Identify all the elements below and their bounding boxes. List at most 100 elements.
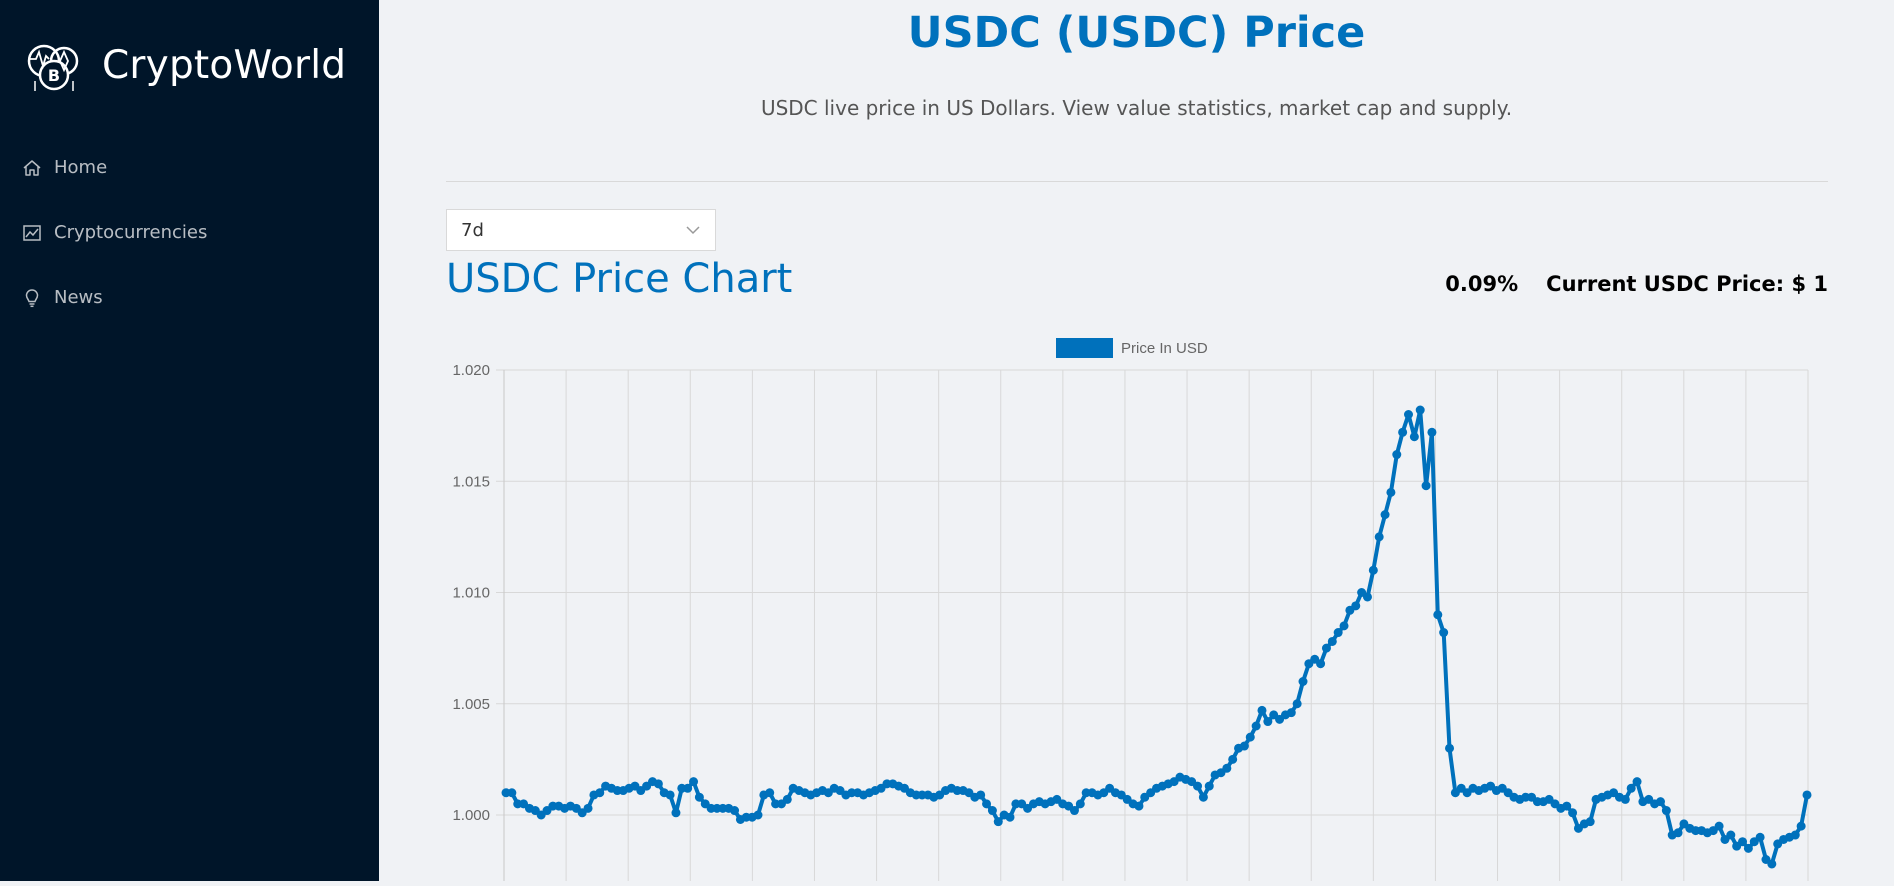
data-point: [683, 783, 693, 793]
data-point: [1626, 783, 1636, 793]
data-point: [1069, 806, 1079, 816]
time-period-value: 7d: [461, 219, 484, 241]
data-point: [1439, 628, 1449, 638]
data-point: [765, 788, 775, 798]
data-point: [1351, 601, 1361, 611]
sidebar: B CryptoWorld Home Cryptocurrencies: [0, 0, 379, 881]
data-point: [1655, 797, 1665, 807]
data-point: [583, 803, 593, 813]
brand-name: CryptoWorld: [102, 42, 347, 88]
sidebar-item-label: Cryptocurrencies: [54, 222, 208, 243]
price-change: 0.09%: [1445, 272, 1519, 296]
y-tick-label: 1.000: [452, 807, 490, 824]
data-point: [1222, 763, 1232, 773]
data-point: [987, 806, 997, 816]
time-period-select[interactable]: 7d: [446, 209, 716, 251]
data-point: [665, 790, 675, 800]
data-point: [982, 799, 992, 809]
data-point: [1726, 830, 1736, 840]
brand[interactable]: B CryptoWorld: [26, 30, 346, 100]
data-point: [1263, 717, 1273, 727]
price-chart: 1.020 1.015 1.010 1.005 1.000 Price In USD: [436, 330, 1826, 881]
price-chart-svg: 1.020 1.015 1.010 1.005 1.000 Price In USD: [452, 338, 1812, 881]
chart-title: USDC Price Chart: [446, 256, 793, 302]
data-point: [1134, 801, 1144, 811]
data-point: [1386, 487, 1396, 497]
line-chart-icon: [23, 224, 41, 241]
sidebar-item-cryptocurrencies[interactable]: Cryptocurrencies: [0, 200, 379, 265]
data-point: [1228, 754, 1238, 764]
page-title: USDC (USDC) Price: [907, 8, 1366, 58]
data-point: [1362, 592, 1372, 602]
data-point: [1204, 781, 1214, 791]
data-point: [1767, 859, 1777, 869]
chevron-down-icon: [686, 226, 700, 235]
sidebar-item-news[interactable]: News: [0, 265, 379, 330]
data-point: [753, 810, 763, 820]
data-point: [1398, 427, 1408, 437]
data-point: [1427, 427, 1437, 437]
svg-text:B: B: [48, 66, 60, 85]
data-point: [595, 788, 605, 798]
data-point: [1620, 794, 1630, 804]
data-point: [1421, 481, 1431, 491]
data-point: [1796, 821, 1806, 831]
data-point: [694, 792, 704, 802]
data-point: [1374, 532, 1384, 542]
data-point: [1743, 843, 1753, 853]
data-point: [1755, 832, 1765, 842]
data-point: [1632, 777, 1642, 787]
data-point: [1321, 643, 1331, 653]
data-point: [1802, 790, 1812, 800]
data-point: [1380, 510, 1390, 520]
data-point: [1568, 808, 1578, 818]
data-point: [1738, 837, 1748, 847]
data-point: [1327, 636, 1337, 646]
data-point: [1433, 610, 1443, 620]
data-point: [1445, 743, 1455, 753]
data-point: [976, 790, 986, 800]
data-point: [1409, 432, 1419, 442]
data-point: [1005, 812, 1015, 822]
data-point: [1714, 821, 1724, 831]
data-point: [1292, 699, 1302, 709]
data-point: [689, 777, 699, 787]
data-point: [1339, 621, 1349, 631]
data-point: [1673, 828, 1683, 838]
data-point: [1316, 659, 1326, 669]
sidebar-item-label: News: [54, 287, 103, 308]
data-point: [1403, 410, 1413, 419]
data-point: [671, 808, 681, 818]
data-point: [1245, 732, 1255, 742]
data-point: [1333, 628, 1343, 638]
data-point: [1298, 677, 1308, 686]
data-point: [1286, 708, 1296, 718]
crypto-coins-logo: B: [27, 44, 79, 91]
data-point: [1415, 405, 1425, 415]
divider: [446, 181, 1828, 182]
sidebar-menu: Home Cryptocurrencies News: [0, 135, 379, 330]
data-point: [1239, 741, 1249, 751]
data-point: [1198, 792, 1208, 802]
y-tick-label: 1.015: [452, 473, 490, 490]
main-content: USDC (USDC) Price USDC live price in US …: [379, 0, 1894, 881]
chart-stats: 0.09% Current USDC Price: $ 1: [1445, 272, 1828, 296]
data-point: [1790, 830, 1800, 840]
home-icon: [23, 159, 41, 176]
data-point: [1392, 450, 1402, 460]
legend-swatch: [1056, 338, 1113, 358]
sidebar-item-label: Home: [54, 157, 108, 178]
y-tick-label: 1.005: [452, 696, 490, 713]
legend-label: Price In USD: [1121, 340, 1208, 357]
data-point: [1562, 801, 1572, 811]
data-point: [1257, 705, 1267, 715]
data-point: [1251, 721, 1261, 731]
sidebar-item-home[interactable]: Home: [0, 135, 379, 200]
data-point: [653, 779, 663, 789]
data-point: [1193, 781, 1203, 791]
data-point: [1661, 806, 1671, 816]
data-point: [1368, 565, 1378, 575]
bulb-icon: [25, 288, 39, 307]
data-point: [507, 788, 517, 798]
data-point: [1585, 817, 1595, 827]
